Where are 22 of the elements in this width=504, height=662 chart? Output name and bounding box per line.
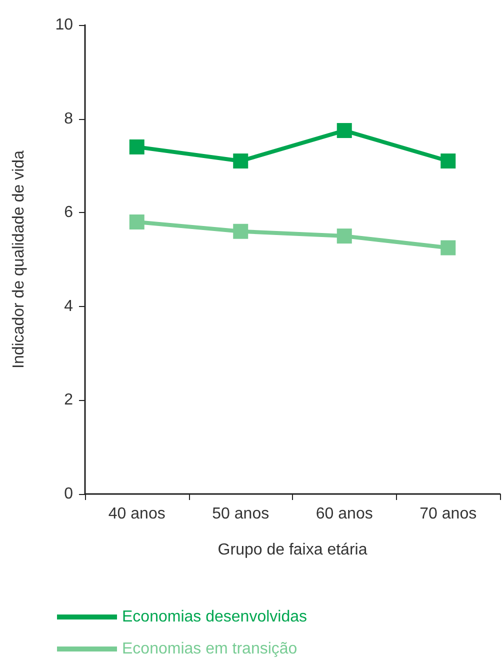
legend-label: Economias em transição — [122, 640, 298, 658]
point — [233, 224, 248, 239]
x-tick-label: 50 anos — [212, 506, 270, 522]
y-axis-title: Indicador de qualidade de vida — [10, 150, 28, 368]
point — [129, 214, 144, 230]
point — [440, 240, 456, 256]
point — [336, 228, 352, 244]
x-tick-label: 70 anos — [420, 506, 477, 522]
y-tick-label: 2 — [64, 392, 74, 409]
point — [440, 154, 456, 169]
y-tick-label: 10 — [55, 16, 74, 34]
point — [336, 123, 352, 138]
y-tick-label: 8 — [64, 110, 74, 128]
y-tick-label: 6 — [64, 204, 74, 222]
x-tick-label: 40 anos — [108, 506, 166, 522]
point — [233, 154, 248, 169]
y-tick-label: 0 — [64, 486, 74, 502]
x-tick-label: 60 anos — [316, 506, 373, 522]
y-tick-label: 4 — [64, 298, 74, 315]
legend-label: Economias desenvolvidas — [122, 608, 307, 626]
x-axis-title: Grupo de faixa etária — [218, 542, 368, 558]
point — [129, 139, 144, 154]
